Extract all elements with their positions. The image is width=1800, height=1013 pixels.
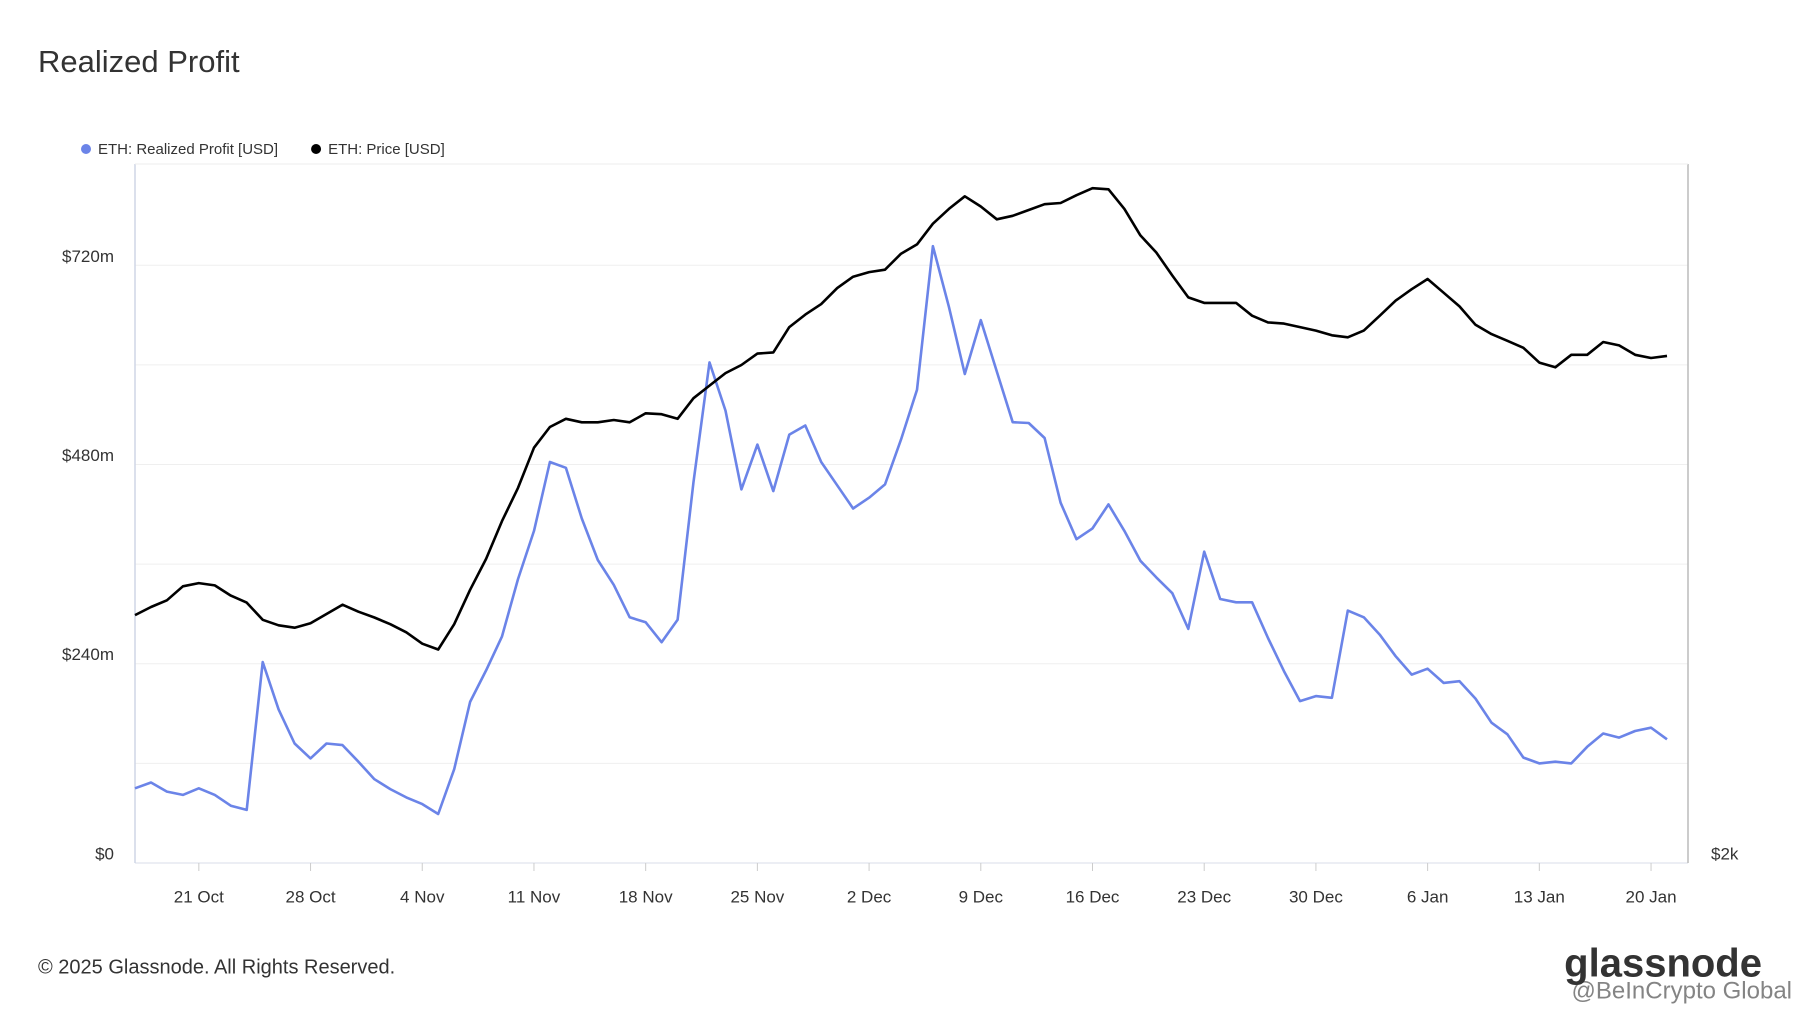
footer: © 2025 Glassnode. All Rights Reserved. xyxy=(38,956,395,978)
x-tick-label: 13 Jan xyxy=(1514,887,1565,906)
legend-label: ETH: Realized Profit [USD] xyxy=(98,141,278,158)
chart-title: Realized Profit xyxy=(38,44,240,79)
x-tick-label: 30 Dec xyxy=(1289,887,1343,906)
y-tick-label: $720m xyxy=(62,247,114,266)
x-tick-label: 9 Dec xyxy=(959,887,1004,906)
x-tick-label: 6 Jan xyxy=(1407,887,1449,906)
x-tick-label: 4 Nov xyxy=(400,887,445,906)
brand-logo: glassnode xyxy=(1564,942,1762,986)
x-tick-label: 2 Dec xyxy=(847,887,892,906)
x-tick-label: 20 Jan xyxy=(1626,887,1677,906)
data-line xyxy=(134,244,1668,816)
x-tick-label: 25 Nov xyxy=(730,887,784,906)
legend-marker xyxy=(81,144,91,154)
data-line xyxy=(134,186,1668,651)
x-tick-label: 18 Nov xyxy=(619,887,673,906)
watermark: @BeInCrypto Global xyxy=(1572,977,1792,1004)
legend-marker xyxy=(311,144,322,154)
y-tick-label: $0 xyxy=(95,844,114,863)
x-tick-label: 11 Nov xyxy=(508,887,561,906)
y-tick-label: $480m xyxy=(62,446,114,465)
y-tick-label: $240m xyxy=(62,645,114,664)
x-tick-label: 16 Dec xyxy=(1066,887,1120,906)
y2-tick-label: $2k xyxy=(1711,844,1739,863)
x-tick-label: 21 Oct xyxy=(174,887,224,906)
x-tick-label: 23 Dec xyxy=(1177,887,1231,906)
legend-label: ETH: Price [USD] xyxy=(328,141,445,158)
x-tick-label: 28 Oct xyxy=(285,887,335,906)
